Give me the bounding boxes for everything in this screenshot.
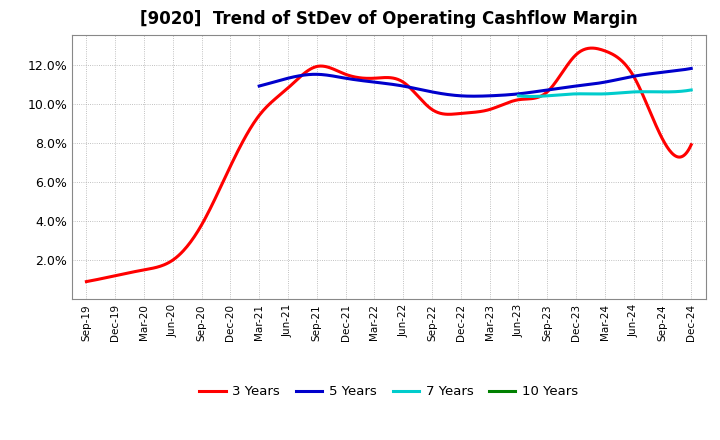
- 3 Years: [673, 154, 682, 160]
- Line: 5 Years: 5 Years: [259, 69, 691, 96]
- 3 Years: [410, 89, 418, 94]
- Line: 3 Years: 3 Years: [86, 48, 691, 282]
- 7 Years: [687, 87, 696, 92]
- 7 Years: [598, 92, 606, 97]
- 5 Years: [463, 93, 472, 99]
- Legend: 3 Years, 5 Years, 7 Years, 10 Years: 3 Years, 5 Years, 7 Years, 10 Years: [194, 380, 583, 403]
- Line: 7 Years: 7 Years: [518, 90, 691, 96]
- 5 Years: [469, 94, 478, 99]
- 3 Years: [442, 112, 451, 117]
- 5 Years: [687, 66, 696, 71]
- Title: [9020]  Trend of StDev of Operating Cashflow Margin: [9020] Trend of StDev of Operating Cashf…: [140, 10, 638, 28]
- 3 Years: [369, 76, 378, 81]
- 3 Years: [577, 48, 586, 53]
- 5 Years: [610, 77, 618, 83]
- 7 Years: [608, 91, 616, 96]
- 3 Years: [82, 279, 91, 284]
- 5 Years: [678, 67, 686, 73]
- 7 Years: [683, 88, 692, 93]
- 5 Years: [255, 84, 264, 89]
- 7 Years: [617, 90, 626, 95]
- 5 Years: [460, 93, 469, 99]
- 7 Years: [514, 93, 523, 99]
- 7 Years: [596, 92, 605, 97]
- 5 Years: [513, 92, 521, 97]
- 7 Years: [656, 89, 665, 95]
- 5 Years: [490, 93, 498, 98]
- 3 Years: [588, 45, 596, 51]
- 3 Years: [687, 142, 696, 147]
- 3 Years: [373, 75, 382, 81]
- 7 Years: [527, 94, 536, 99]
